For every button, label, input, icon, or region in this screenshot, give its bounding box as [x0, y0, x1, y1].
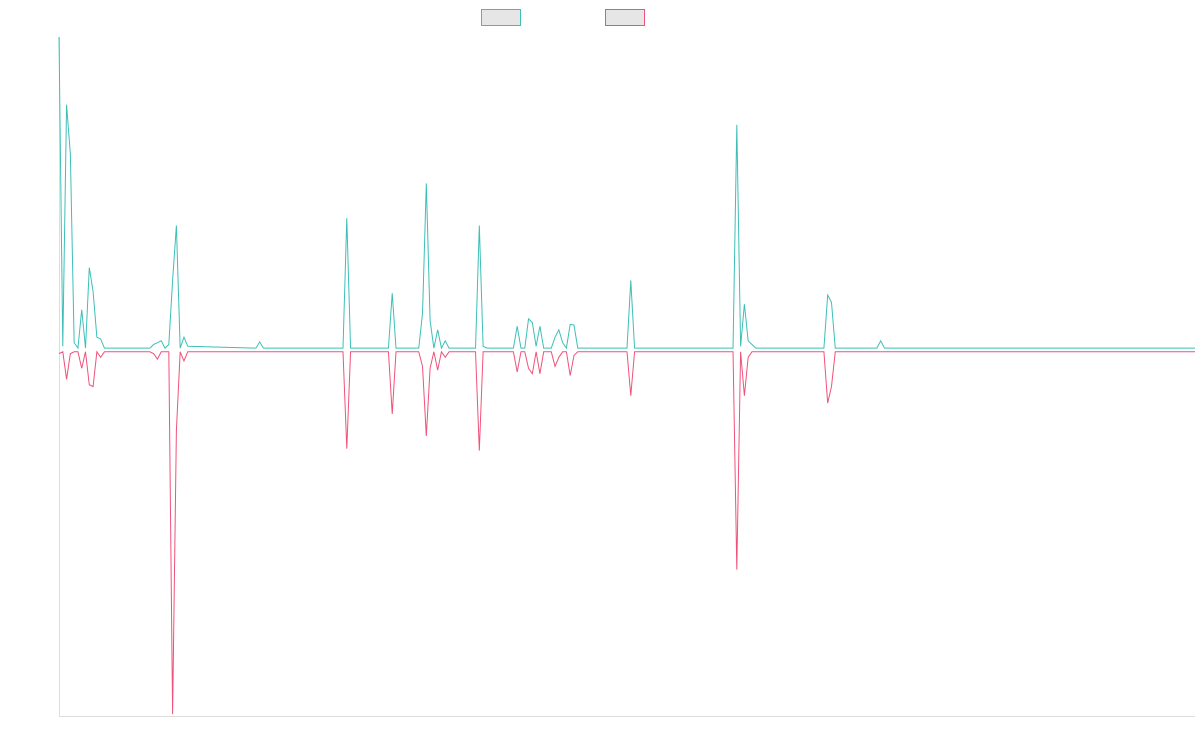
series-layer	[58, 36, 1195, 715]
series-b-line	[58, 350, 1195, 715]
legend-swatch	[605, 9, 645, 26]
legend-item[interactable]	[605, 9, 645, 26]
series-a-line	[58, 36, 1195, 350]
legend-swatch	[481, 9, 521, 26]
axes	[59, 37, 1195, 717]
legend-item[interactable]	[481, 9, 521, 26]
legend	[481, 9, 645, 26]
